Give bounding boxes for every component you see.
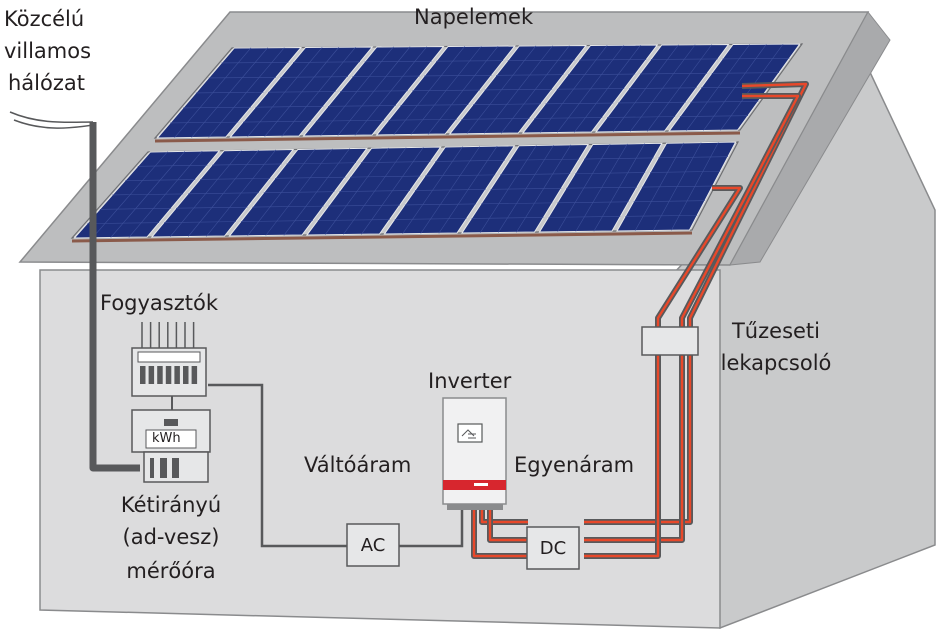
panels-label: Napelemek <box>414 5 534 29</box>
ac-current-label: Váltóáram <box>304 453 412 477</box>
meter-label-line2: (ad-vesz) <box>122 525 220 549</box>
inverter-device <box>442 397 507 510</box>
meter-device <box>131 409 211 483</box>
dc-current-label: Egyenáram <box>514 453 635 477</box>
grid-label-line2: villamos <box>4 39 92 63</box>
grid-wires <box>9 111 94 129</box>
grid-label-line1: Közcélú <box>4 7 85 31</box>
meter-label-line3: mérőóra <box>126 559 216 583</box>
fire-switch-box <box>641 326 699 356</box>
dc-box-label: DC <box>539 538 567 559</box>
ac-box-label: AC <box>360 535 386 556</box>
grid-cable <box>89 122 140 472</box>
fire-switch-label-line1: Tűzeseti <box>731 319 820 343</box>
consumers-label: Fogyasztók <box>100 291 219 315</box>
consumer-board <box>131 322 207 410</box>
ac-cable <box>208 383 464 548</box>
solar-panels <box>70 43 804 243</box>
inverter-label: Inverter <box>428 369 512 393</box>
grid-label-line3: hálózat <box>8 71 85 95</box>
meter-label-line1: Kétirányú <box>120 493 222 517</box>
roof-right-edge <box>729 11 891 266</box>
meter-unit-label: kWh <box>152 431 181 446</box>
dc-switch-box <box>526 526 580 570</box>
fire-switch-label-line2: lekapcsoló <box>720 351 832 375</box>
ac-switch-box <box>346 523 400 567</box>
